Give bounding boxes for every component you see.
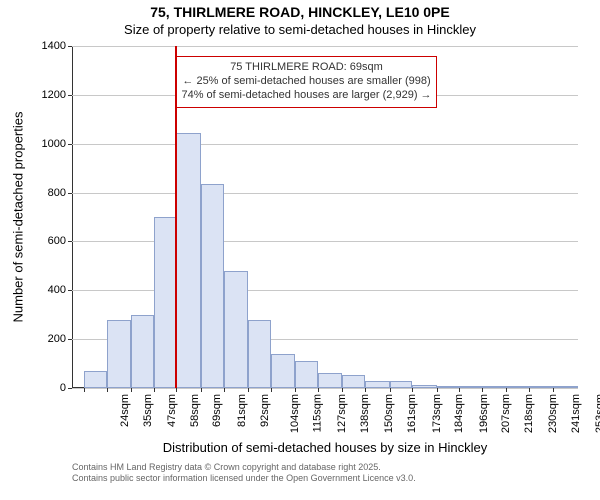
x-tick-mark xyxy=(107,388,108,392)
histogram-bar xyxy=(412,385,437,388)
footer-line-2: Contains public sector information licen… xyxy=(72,473,416,484)
x-axis-label: Distribution of semi-detached houses by … xyxy=(163,440,487,455)
histogram-bar xyxy=(506,386,529,388)
x-tick-mark xyxy=(390,388,391,392)
x-tick-label: 218sqm xyxy=(523,394,535,433)
x-tick-mark xyxy=(271,388,272,392)
x-tick-mark xyxy=(459,388,460,392)
y-tick-label: 1400 xyxy=(42,40,72,52)
x-tick-label: 196sqm xyxy=(478,394,490,433)
x-tick-mark xyxy=(553,388,554,392)
annotation-box: 75 THIRLMERE ROAD: 69sqm← 25% of semi-de… xyxy=(176,56,436,107)
x-tick-label: 69sqm xyxy=(212,394,224,427)
footer-line-1: Contains HM Land Registry data © Crown c… xyxy=(72,462,416,473)
histogram-bar xyxy=(131,315,154,388)
annotation-line: ← 25% of semi-detached houses are smalle… xyxy=(181,75,431,89)
y-axis-line xyxy=(72,46,73,388)
x-tick-mark xyxy=(176,388,177,392)
histogram-bar xyxy=(248,320,271,388)
x-tick-mark xyxy=(506,388,507,392)
annotation-line: 74% of semi-detached houses are larger (… xyxy=(181,89,431,103)
annotation-line: 75 THIRLMERE ROAD: 69sqm xyxy=(181,61,431,75)
histogram-bar xyxy=(201,184,224,388)
histogram-bar xyxy=(84,371,107,388)
histogram-bar xyxy=(390,381,413,388)
y-tick-label: 1200 xyxy=(42,89,72,101)
y-axis-label: Number of semi-detached properties xyxy=(11,112,26,323)
x-tick-mark xyxy=(248,388,249,392)
x-tick-mark xyxy=(365,388,366,392)
x-tick-label: 241sqm xyxy=(570,394,582,433)
x-tick-label: 138sqm xyxy=(359,394,371,433)
x-tick-label: 104sqm xyxy=(289,394,301,433)
attribution-footer: Contains HM Land Registry data © Crown c… xyxy=(72,462,416,485)
x-tick-label: 35sqm xyxy=(142,394,154,427)
histogram-bar xyxy=(224,271,249,388)
gridline xyxy=(72,290,578,291)
y-tick-label: 1000 xyxy=(42,138,72,150)
gridline xyxy=(72,144,578,145)
gridline xyxy=(72,241,578,242)
x-tick-label: 173sqm xyxy=(431,394,443,433)
x-tick-label: 207sqm xyxy=(500,394,512,433)
histogram-bar xyxy=(482,386,507,388)
histogram-bar xyxy=(553,386,578,388)
x-tick-label: 127sqm xyxy=(336,394,348,433)
x-tick-mark xyxy=(154,388,155,392)
histogram-bar xyxy=(295,361,318,388)
histogram-bar xyxy=(365,381,390,388)
x-tick-mark xyxy=(529,388,530,392)
x-tick-mark xyxy=(342,388,343,392)
histogram-bar xyxy=(318,373,343,388)
x-tick-label: 115sqm xyxy=(311,394,323,432)
x-tick-label: 161sqm xyxy=(406,394,418,433)
x-tick-label: 24sqm xyxy=(119,394,131,427)
histogram-bar xyxy=(176,133,201,388)
histogram-bar xyxy=(271,354,296,388)
gridline xyxy=(72,46,578,47)
chart-subtitle: Size of property relative to semi-detach… xyxy=(0,22,600,38)
y-tick-label: 600 xyxy=(48,235,72,247)
x-tick-label: 253sqm xyxy=(595,394,600,433)
y-tick-label: 800 xyxy=(48,187,72,199)
chart-title: 75, THIRLMERE ROAD, HINCKLEY, LE10 0PE xyxy=(0,4,600,21)
x-tick-mark xyxy=(437,388,438,392)
y-tick-label: 400 xyxy=(48,284,72,296)
plot-area: 020040060080010001200140024sqm35sqm47sqm… xyxy=(72,46,578,388)
x-tick-label: 150sqm xyxy=(384,394,396,433)
gridline xyxy=(72,388,578,389)
x-tick-mark xyxy=(131,388,132,392)
x-tick-label: 81sqm xyxy=(236,394,248,427)
x-tick-mark xyxy=(412,388,413,392)
y-tick-label: 0 xyxy=(60,382,72,394)
x-tick-mark xyxy=(201,388,202,392)
histogram-bar xyxy=(107,320,132,388)
histogram-bar xyxy=(529,386,554,388)
y-tick-label: 200 xyxy=(48,333,72,345)
x-tick-mark xyxy=(482,388,483,392)
x-tick-mark xyxy=(84,388,85,392)
x-tick-mark xyxy=(224,388,225,392)
gridline xyxy=(72,193,578,194)
histogram-chart: 75, THIRLMERE ROAD, HINCKLEY, LE10 0PE S… xyxy=(0,0,600,500)
histogram-bar xyxy=(154,217,177,388)
histogram-bar xyxy=(342,375,365,388)
x-tick-label: 230sqm xyxy=(547,394,559,433)
x-tick-label: 58sqm xyxy=(189,394,201,427)
x-tick-mark xyxy=(295,388,296,392)
histogram-bar xyxy=(437,386,460,388)
x-tick-mark xyxy=(318,388,319,392)
x-tick-label: 92sqm xyxy=(259,394,271,427)
x-tick-label: 184sqm xyxy=(453,394,465,433)
x-tick-label: 47sqm xyxy=(166,394,178,427)
histogram-bar xyxy=(459,386,482,388)
